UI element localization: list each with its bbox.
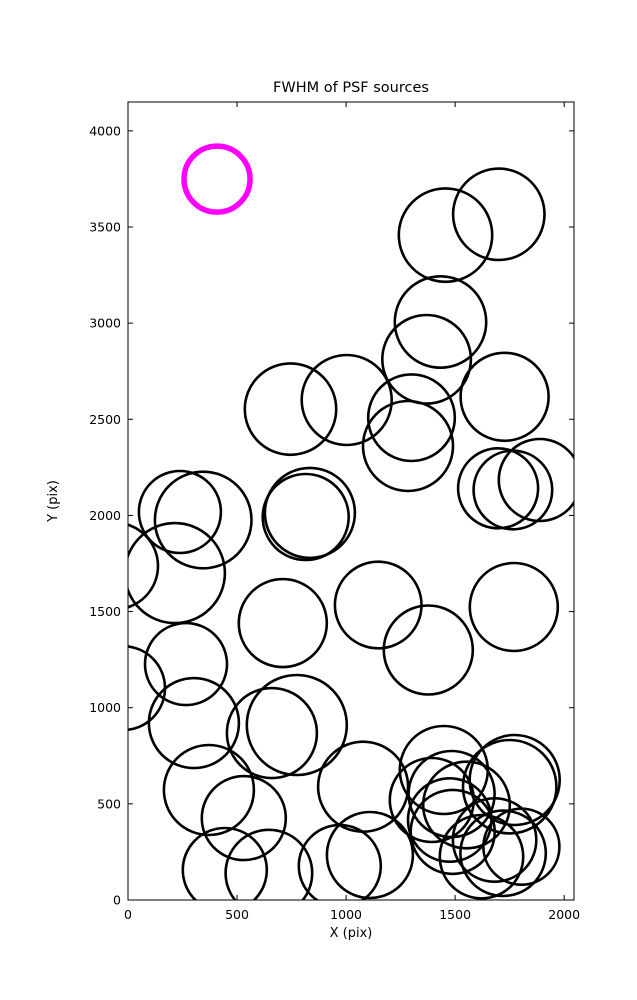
y-axis-label: Y (pix) xyxy=(46,480,61,523)
axes-frame xyxy=(127,101,575,901)
psf-source-circle xyxy=(300,353,394,447)
psf-source-circle xyxy=(451,167,546,262)
psf-source-circle xyxy=(381,313,473,405)
x-tick-label: 1000 xyxy=(330,907,362,922)
psf-source-circle xyxy=(224,828,314,900)
psf-source-circle xyxy=(461,738,558,835)
psf-source-circle xyxy=(128,521,227,625)
psf-source-circle xyxy=(397,187,494,284)
x-tick-label: 0 xyxy=(124,907,132,922)
psf-source-circle xyxy=(482,807,561,887)
psf-source-circle xyxy=(147,676,241,770)
psf-source-circle xyxy=(421,760,512,850)
y-tick-label: 0 xyxy=(113,893,121,908)
y-tick-label: 2500 xyxy=(89,412,121,427)
ticks-layer: 0 500 1000 1500 2000 0 500 1000 1500 2000 2500 3000… xyxy=(89,102,580,922)
x-axis-label: X (pix) xyxy=(330,926,373,941)
plot-title: FWHM of PSF sources xyxy=(273,80,429,96)
psf-source-circle xyxy=(472,449,554,531)
psf-source-circle xyxy=(451,796,538,883)
y-tick-label: 3000 xyxy=(89,316,121,331)
psf-source-circle xyxy=(243,362,338,457)
psf-source-circle xyxy=(438,813,525,900)
psf-source-circle xyxy=(162,743,256,837)
psf-source-circle xyxy=(225,686,319,780)
x-tick-label: 500 xyxy=(225,907,249,922)
y-tick-label: 3500 xyxy=(89,219,121,234)
psf-circles-layer xyxy=(128,143,574,900)
psf-source-circle xyxy=(200,774,288,862)
psf-source-circle xyxy=(237,577,329,669)
psf-source-circle xyxy=(137,469,223,555)
y-tick-label: 4000 xyxy=(89,123,121,138)
psf-source-circle xyxy=(261,472,351,562)
psf-source-circle xyxy=(143,621,229,707)
psf-source-circle xyxy=(325,810,415,900)
psf-source-circle xyxy=(245,673,349,777)
x-tick-label: 1500 xyxy=(439,907,471,922)
psf-source-circle xyxy=(468,561,560,653)
psf-source-circle xyxy=(393,274,488,369)
psf-source-circle xyxy=(366,373,457,463)
y-tick-label: 1500 xyxy=(89,604,121,619)
psf-source-circle xyxy=(181,826,269,900)
psf-source-circle xyxy=(263,466,357,560)
y-tick-label: 500 xyxy=(97,796,121,811)
psf-source-circle xyxy=(153,470,253,570)
psf-source-circle xyxy=(407,749,496,839)
psf-source-circle xyxy=(459,809,548,898)
x-tick-label: 2000 xyxy=(548,907,580,922)
psf-source-circle xyxy=(382,604,475,696)
psf-source-circle xyxy=(361,399,455,493)
psf-source-circle xyxy=(459,351,550,443)
psf-source-circle xyxy=(456,446,540,530)
psf-source-circle xyxy=(497,437,574,523)
y-tick-label: 2000 xyxy=(89,508,121,523)
psf-source-circle xyxy=(128,523,160,609)
psf-source-circle xyxy=(333,560,423,650)
highlighted-psf-circle xyxy=(181,143,253,215)
y-tick-label: 1000 xyxy=(89,700,121,715)
psf-source-circle xyxy=(468,733,562,827)
